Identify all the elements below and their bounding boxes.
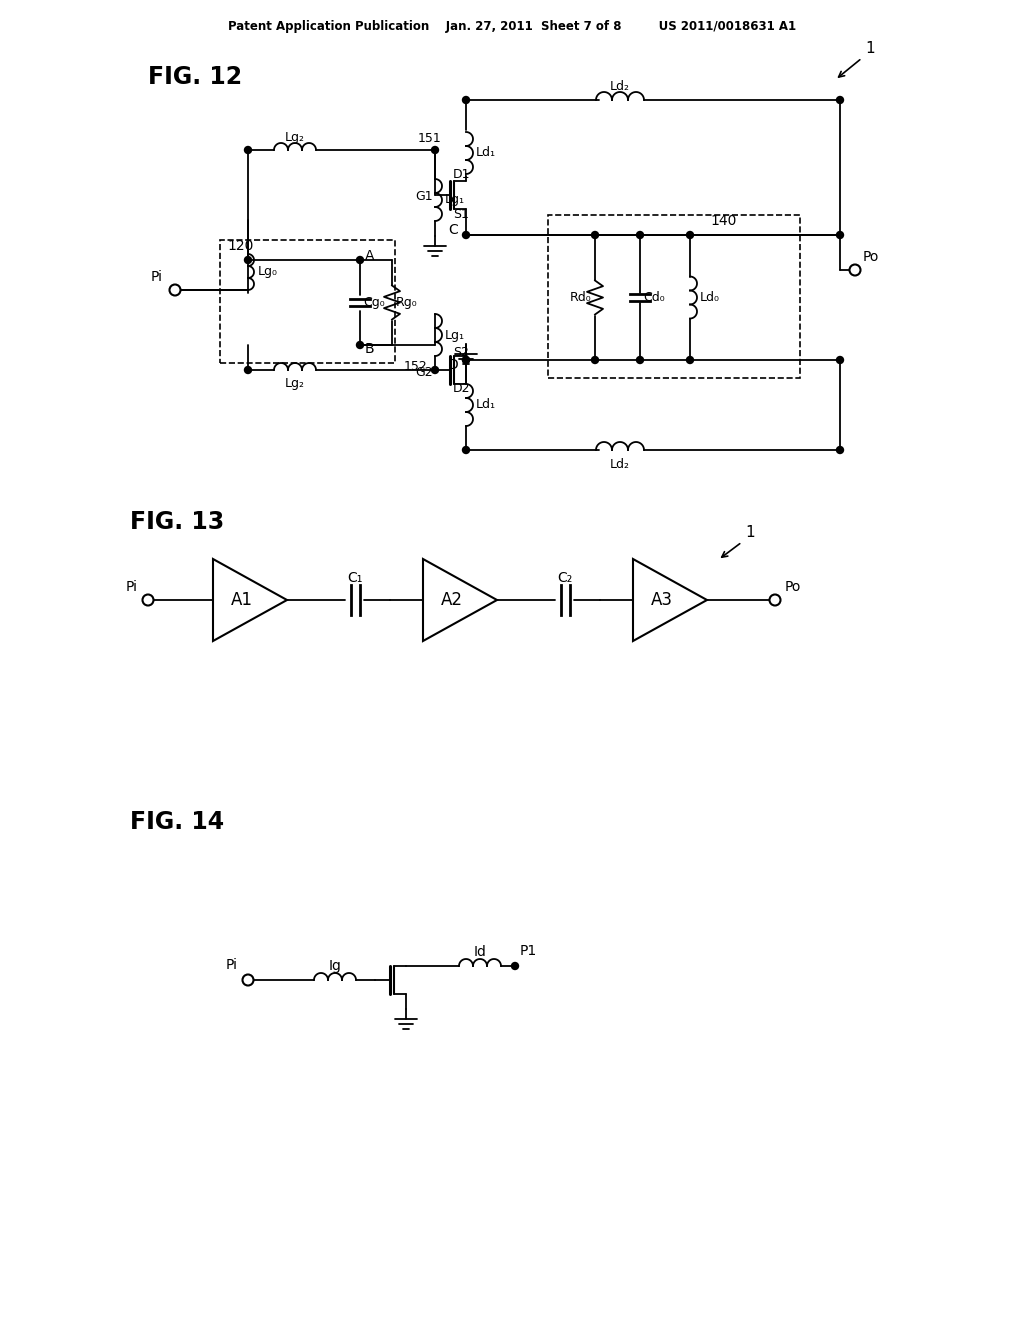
Circle shape bbox=[463, 446, 469, 454]
Text: 140: 140 bbox=[710, 214, 736, 228]
Text: C₂: C₂ bbox=[557, 572, 572, 585]
Circle shape bbox=[837, 96, 844, 103]
Circle shape bbox=[592, 356, 598, 363]
Text: S2: S2 bbox=[453, 346, 469, 359]
Text: Lg₁: Lg₁ bbox=[445, 329, 465, 342]
Text: Rg₀: Rg₀ bbox=[396, 296, 418, 309]
Circle shape bbox=[686, 356, 693, 363]
Circle shape bbox=[245, 256, 252, 264]
Text: Ld₂: Ld₂ bbox=[610, 81, 630, 94]
Circle shape bbox=[431, 367, 438, 374]
Text: 1: 1 bbox=[865, 41, 874, 55]
Text: Pi: Pi bbox=[226, 958, 238, 972]
Circle shape bbox=[245, 367, 252, 374]
Text: 1: 1 bbox=[745, 525, 755, 540]
Text: Lg₂: Lg₂ bbox=[285, 378, 305, 391]
Text: G2: G2 bbox=[416, 366, 433, 379]
Text: A: A bbox=[365, 249, 375, 263]
Text: Pi: Pi bbox=[126, 579, 138, 594]
Circle shape bbox=[837, 356, 844, 363]
Circle shape bbox=[837, 446, 844, 454]
Text: Po: Po bbox=[863, 249, 880, 264]
Circle shape bbox=[356, 256, 364, 264]
Text: Po: Po bbox=[785, 579, 802, 594]
Circle shape bbox=[463, 356, 469, 363]
Text: 152: 152 bbox=[403, 359, 427, 372]
Text: P1: P1 bbox=[520, 944, 538, 958]
Text: Id: Id bbox=[473, 945, 486, 960]
Text: Rd₀: Rd₀ bbox=[569, 290, 591, 304]
Text: FIG. 14: FIG. 14 bbox=[130, 810, 224, 834]
Circle shape bbox=[637, 356, 643, 363]
Text: S1: S1 bbox=[453, 209, 469, 222]
Circle shape bbox=[686, 231, 693, 239]
Text: 120: 120 bbox=[227, 239, 253, 253]
Text: C₁: C₁ bbox=[347, 572, 362, 585]
Circle shape bbox=[245, 147, 252, 153]
Circle shape bbox=[463, 356, 469, 363]
Text: Cg₀: Cg₀ bbox=[362, 296, 385, 309]
Text: 151: 151 bbox=[418, 132, 442, 144]
Bar bbox=[220, 240, 395, 363]
Text: Ig: Ig bbox=[329, 960, 341, 973]
Circle shape bbox=[431, 147, 438, 153]
Text: A3: A3 bbox=[651, 591, 673, 609]
Text: C: C bbox=[449, 223, 458, 238]
Text: G1: G1 bbox=[416, 190, 433, 203]
Text: FIG. 13: FIG. 13 bbox=[130, 510, 224, 535]
Text: A2: A2 bbox=[441, 591, 463, 609]
Text: Lg₂: Lg₂ bbox=[285, 132, 305, 144]
Text: B: B bbox=[365, 342, 375, 356]
Text: Lg₀: Lg₀ bbox=[258, 265, 278, 279]
Circle shape bbox=[837, 231, 844, 239]
Circle shape bbox=[463, 96, 469, 103]
Text: Ld₂: Ld₂ bbox=[610, 458, 630, 470]
Text: D2: D2 bbox=[453, 381, 470, 395]
Text: Cd₀: Cd₀ bbox=[643, 290, 665, 304]
Text: Ld₁: Ld₁ bbox=[476, 399, 496, 412]
Text: A1: A1 bbox=[231, 591, 253, 609]
Text: D: D bbox=[447, 358, 458, 372]
Text: Patent Application Publication    Jan. 27, 2011  Sheet 7 of 8         US 2011/00: Patent Application Publication Jan. 27, … bbox=[228, 20, 796, 33]
Text: D1: D1 bbox=[453, 169, 470, 181]
Text: Ld₁: Ld₁ bbox=[476, 147, 496, 160]
Text: Ld₀: Ld₀ bbox=[700, 290, 720, 304]
Circle shape bbox=[463, 231, 469, 239]
Text: Lg₁: Lg₁ bbox=[445, 194, 465, 206]
Circle shape bbox=[637, 231, 643, 239]
Text: Pi: Pi bbox=[151, 271, 163, 284]
Circle shape bbox=[592, 231, 598, 239]
Circle shape bbox=[356, 342, 364, 348]
Circle shape bbox=[512, 962, 518, 969]
Text: FIG. 12: FIG. 12 bbox=[148, 65, 242, 88]
Bar bbox=[548, 215, 800, 378]
